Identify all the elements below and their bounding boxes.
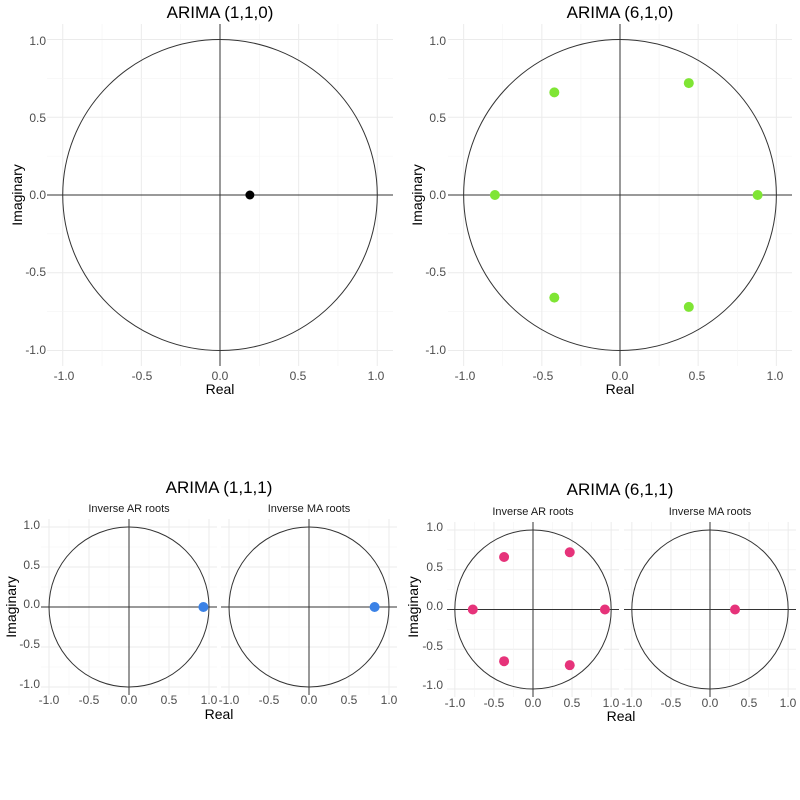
x-tick-label: 0.0 <box>212 369 229 383</box>
unit-circle <box>48 526 210 688</box>
y-axis-label: Imaginary <box>409 164 425 225</box>
x-tick-label: 1.0 <box>603 696 620 710</box>
unit-circle <box>228 526 390 688</box>
root-point <box>730 604 741 615</box>
x-tick-label: 1.0 <box>767 369 784 383</box>
x-tick-label: -0.5 <box>661 696 682 710</box>
y-tick-label: 0.0 <box>29 188 46 202</box>
ma-roots-panel <box>221 519 397 695</box>
chart-arima-110: ARIMA (1,1,0) Imaginary Real -1.0 -0.5 0… <box>9 3 393 397</box>
y-axis-label: Imaginary <box>405 576 421 637</box>
x-tick-label: 0.5 <box>689 369 706 383</box>
y-tick-label: -0.5 <box>422 639 443 653</box>
root-point <box>549 292 560 303</box>
root-point <box>369 602 380 612</box>
x-tick-label: -0.5 <box>79 693 100 707</box>
chart-arima-610: ARIMA (6,1,0) Imaginary Real -1.0 -0.5 0… <box>409 3 792 397</box>
y-tick-label: -1.0 <box>25 343 46 357</box>
panel-strip-label: Inverse MA roots <box>268 503 351 515</box>
y-tick-label: -1.0 <box>19 677 40 691</box>
unit-circle <box>454 529 612 690</box>
ar-roots-panel <box>41 519 217 695</box>
x-tick-label: 0.5 <box>741 696 758 710</box>
x-tick-label: 0.0 <box>612 369 629 383</box>
y-tick-label: -0.5 <box>19 637 40 651</box>
x-tick-label: 0.0 <box>301 693 318 707</box>
root-point <box>683 301 694 312</box>
root-point <box>564 547 575 558</box>
x-tick-label: 0.0 <box>525 696 542 710</box>
y-tick-label: 0.0 <box>426 599 443 613</box>
ar-roots-panel <box>447 522 619 697</box>
y-tick-label: 1.0 <box>426 520 443 534</box>
panel-strip-label: Inverse AR roots <box>88 503 170 515</box>
unit-circle <box>62 39 378 351</box>
roots-panel <box>448 24 792 366</box>
root-point <box>599 604 610 615</box>
y-tick-label: 0.5 <box>29 111 46 125</box>
x-tick-label: -1.0 <box>455 369 476 383</box>
panel-strip-label: Inverse MA roots <box>669 506 752 518</box>
root-point <box>489 190 500 200</box>
y-tick-label: -0.5 <box>25 265 46 279</box>
panel-strip-label: Inverse AR roots <box>492 506 574 518</box>
x-axis-label: Real <box>607 708 636 724</box>
x-tick-label: 1.0 <box>201 693 218 707</box>
x-axis-label: Real <box>205 706 234 722</box>
x-tick-label: 0.0 <box>702 696 719 710</box>
y-tick-label: -1.0 <box>422 678 443 692</box>
x-axis-label: Real <box>606 381 635 397</box>
y-tick-label: -1.0 <box>425 343 446 357</box>
roots-panel <box>47 24 393 366</box>
x-tick-label: 0.5 <box>341 693 358 707</box>
x-tick-label: -1.0 <box>622 696 643 710</box>
x-tick-label: -0.5 <box>259 693 280 707</box>
y-tick-label: -0.5 <box>425 265 446 279</box>
y-axis-label: Imaginary <box>9 164 25 225</box>
x-tick-label: -1.0 <box>54 369 75 383</box>
chart-title: ARIMA (1,1,1) <box>166 478 273 497</box>
y-tick-label: 0.0 <box>429 188 446 202</box>
y-tick-label: 0.0 <box>23 597 40 611</box>
root-point <box>467 604 478 615</box>
root-point <box>752 190 763 200</box>
x-tick-label: 0.5 <box>564 696 581 710</box>
y-tick-label: 1.0 <box>29 34 46 48</box>
y-tick-label: 1.0 <box>429 34 446 48</box>
x-tick-label: 1.0 <box>368 369 385 383</box>
unit-circle <box>631 529 789 690</box>
x-tick-label: -1.0 <box>219 693 240 707</box>
x-tick-label: -0.5 <box>533 369 554 383</box>
root-point <box>549 87 560 98</box>
unit-circle <box>463 39 777 351</box>
y-tick-label: 0.5 <box>426 560 443 574</box>
x-tick-label: 1.0 <box>780 696 797 710</box>
root-point <box>564 660 575 671</box>
root-point <box>499 656 510 667</box>
root-point <box>198 602 209 612</box>
root-point <box>683 78 694 89</box>
y-tick-label: 0.5 <box>23 558 40 572</box>
x-tick-label: 0.0 <box>121 693 138 707</box>
y-tick-label: 0.5 <box>429 111 446 125</box>
y-axis-label: Imaginary <box>3 576 19 637</box>
y-tick-label: 1.0 <box>23 518 40 532</box>
x-tick-label: -0.5 <box>132 369 153 383</box>
chart-title: ARIMA (6,1,1) <box>567 480 674 499</box>
chart-title: ARIMA (6,1,0) <box>567 3 674 22</box>
ma-roots-panel <box>624 522 796 697</box>
x-tick-label: 0.5 <box>290 369 307 383</box>
x-tick-label: -1.0 <box>39 693 60 707</box>
x-tick-label: 1.0 <box>381 693 398 707</box>
x-tick-label: 0.5 <box>161 693 178 707</box>
x-tick-label: -1.0 <box>445 696 466 710</box>
x-axis-label: Real <box>206 381 235 397</box>
x-tick-label: -0.5 <box>484 696 505 710</box>
chart-arima-111: ARIMA (1,1,1) Inverse AR roots Inverse M… <box>3 478 398 722</box>
chart-arima-611: ARIMA (6,1,1) Inverse AR roots Inverse M… <box>405 480 797 724</box>
root-point <box>499 552 510 562</box>
chart-title: ARIMA (1,1,0) <box>167 3 274 22</box>
root-point <box>245 190 255 200</box>
